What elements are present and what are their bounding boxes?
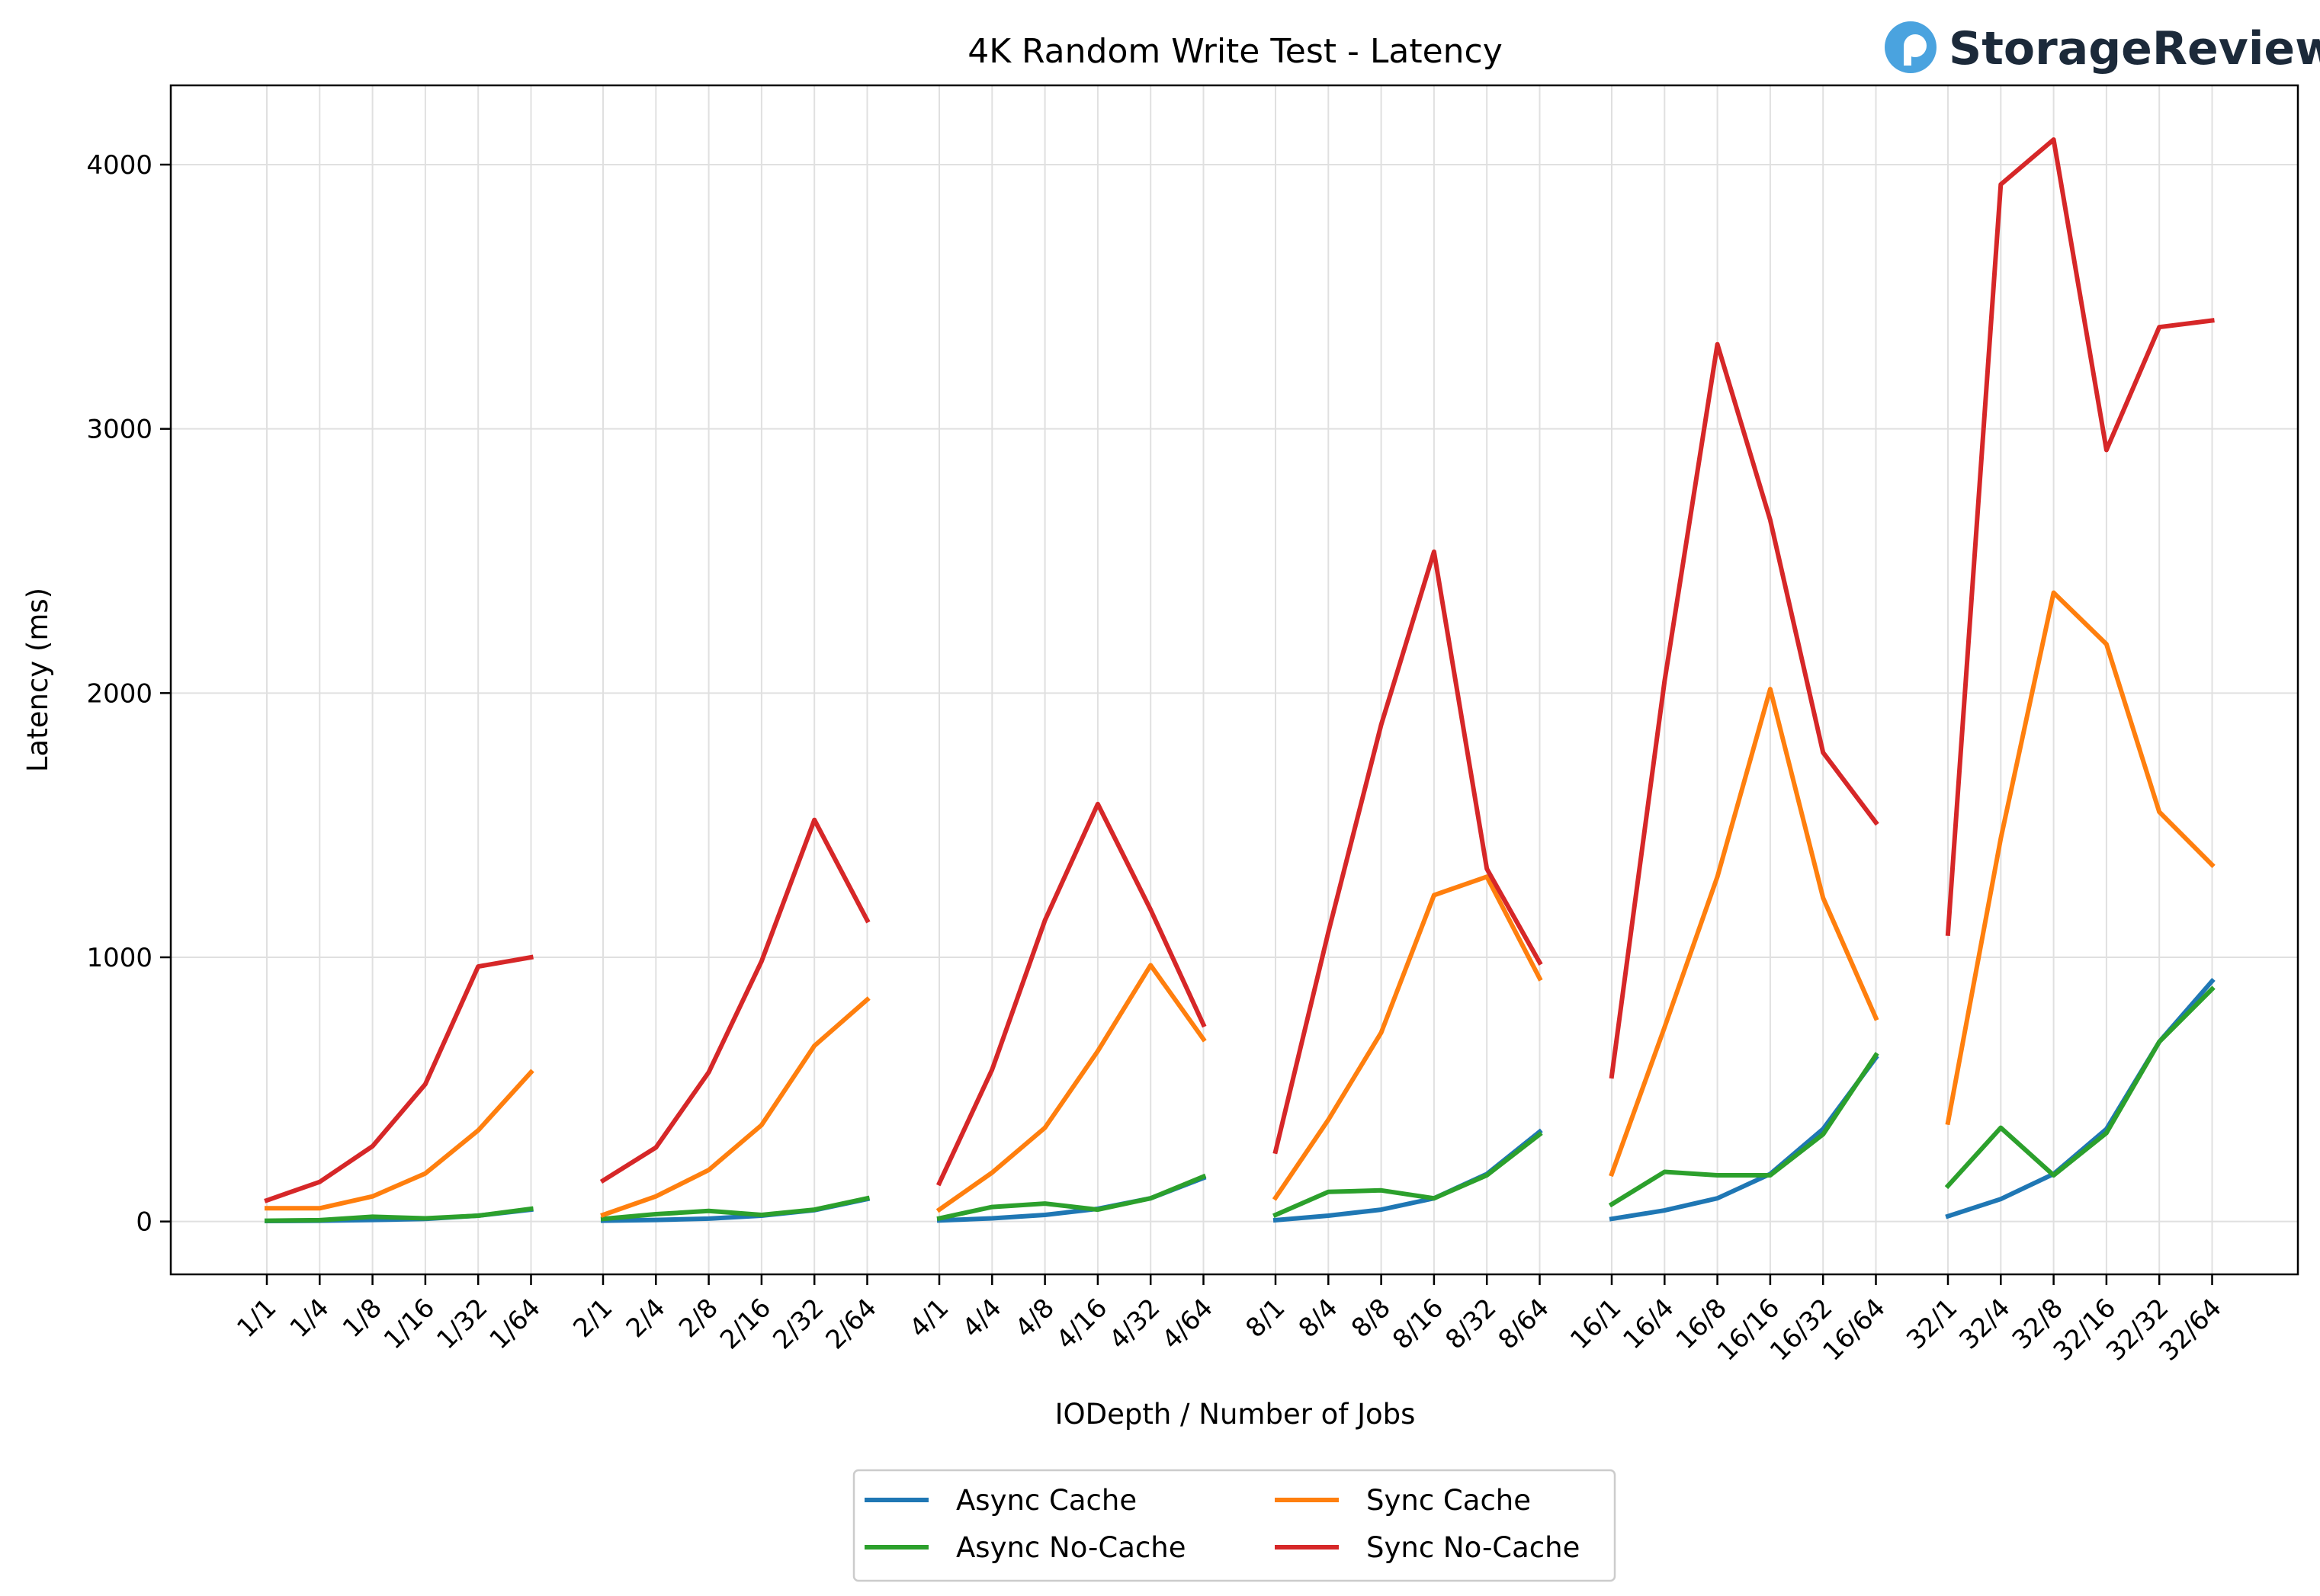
series-line-segment (1944, 985, 2216, 1190)
series-sync-cache (265, 590, 2216, 1218)
series-line-segment (1608, 1052, 1879, 1208)
legend-item: Async Cache (865, 1484, 1137, 1517)
series-line-segment (265, 1069, 534, 1211)
series-line-segment (1945, 590, 2216, 1126)
grid-lines (171, 85, 2298, 1274)
legend-item: Sync No-Cache (1275, 1531, 1580, 1564)
legend-label: Async No-Cache (956, 1531, 1186, 1564)
series-line-segment (600, 1195, 871, 1222)
y-axis-label: Latency (ms) (21, 588, 54, 772)
brand-name: StorageReview (1949, 22, 2320, 75)
legend-label: Sync Cache (1366, 1484, 1531, 1517)
series-lines (264, 137, 2216, 1224)
y-tick-label: 1000 (86, 943, 152, 973)
chart-title: 4K Random Write Test - Latency (967, 32, 1503, 71)
plot-area-frame (169, 84, 2299, 1276)
series-line-segment (264, 1206, 534, 1223)
x-axis-label: IODepth / Number of Jobs (1055, 1398, 1416, 1431)
series-async-no-cache (264, 985, 2216, 1223)
series-line-segment (936, 1173, 1207, 1222)
legend-item: Sync Cache (1275, 1484, 1531, 1517)
series-line-segment (1272, 549, 1543, 1155)
series-line-segment (1609, 687, 1879, 1178)
series-line-segment (935, 963, 1207, 1213)
storagereview-logo-icon (1885, 21, 1937, 73)
series-line-segment (599, 817, 871, 1184)
series-line-segment (1945, 137, 2215, 937)
legend-item: Async No-Cache (865, 1531, 1186, 1564)
series-line-segment (600, 996, 871, 1218)
series-line-segment (936, 801, 1207, 1187)
series-line-segment (1272, 1131, 1543, 1218)
legend-label: Sync No-Cache (1366, 1531, 1580, 1564)
y-tick-label: 0 (136, 1207, 152, 1238)
series-line-segment (1609, 341, 1879, 1079)
storagereview-logo: StorageReview (1885, 21, 2320, 75)
y-tick-label: 4000 (86, 150, 152, 181)
legend-frame (852, 1469, 1616, 1582)
chart-legend: Async Cache Async No-Cache Sync Cache Sync … (852, 1469, 1616, 1582)
y-tick-label: 3000 (86, 415, 152, 445)
series-line-segment (264, 954, 534, 1203)
series-sync-no-cache (264, 137, 2215, 1203)
legend-label: Async Cache (956, 1484, 1137, 1517)
series-line-segment (1272, 874, 1543, 1201)
y-tick-label: 2000 (86, 678, 152, 709)
y-axis: 0 1000 2000 3000 4000 (86, 150, 171, 1238)
